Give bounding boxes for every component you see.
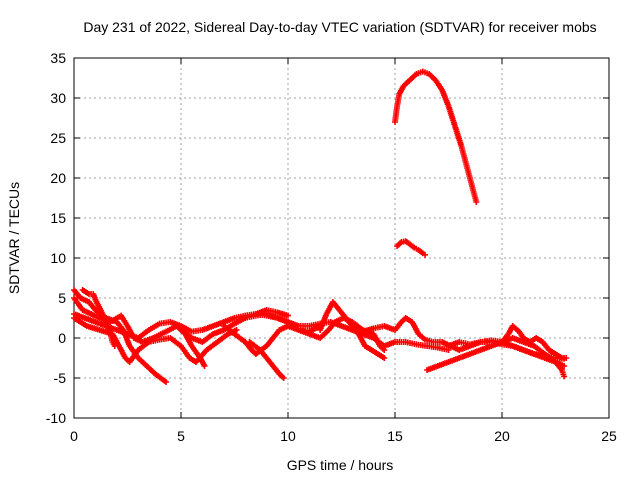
y-tick-label: 20	[50, 170, 66, 186]
x-tick-label: 15	[387, 428, 403, 444]
axis-ticks	[73, 57, 610, 419]
y-tick-label: 35	[50, 50, 66, 66]
y-tick-label: 25	[50, 130, 66, 146]
data-points	[71, 68, 570, 385]
x-tick-label: 10	[280, 428, 296, 444]
series-mid-arc	[394, 238, 428, 258]
plot-frame	[73, 57, 610, 419]
series-sat-i	[317, 299, 388, 361]
y-tick-label: 10	[50, 250, 66, 266]
y-tick-label: 30	[50, 90, 66, 106]
series-sat-e	[79, 287, 118, 349]
x-tick-label: 0	[70, 428, 78, 444]
series-sat-k	[424, 335, 568, 380]
y-axis-label: SDTVAR / TECUs	[6, 182, 22, 294]
y-tick-label: 0	[58, 330, 66, 346]
series-sat-m	[445, 339, 568, 362]
series-sat-c	[71, 307, 291, 341]
y-tick-label: 15	[50, 210, 66, 226]
y-tick-label: -5	[54, 370, 67, 386]
x-axis-label: GPS time / hours	[287, 457, 394, 473]
y-tick-label: 5	[58, 290, 66, 306]
series-sat-g	[246, 339, 287, 381]
series-upper-arc	[392, 68, 480, 205]
chart-title: Day 231 of 2022, Sidereal Day-to-day VTE…	[83, 19, 596, 35]
y-tick-label: -10	[46, 410, 66, 426]
x-tick-label: 5	[177, 428, 185, 444]
grid-lines	[74, 58, 609, 418]
x-tick-label: 25	[601, 428, 617, 444]
x-tick-label: 20	[494, 428, 510, 444]
series-sat-n	[178, 311, 324, 345]
